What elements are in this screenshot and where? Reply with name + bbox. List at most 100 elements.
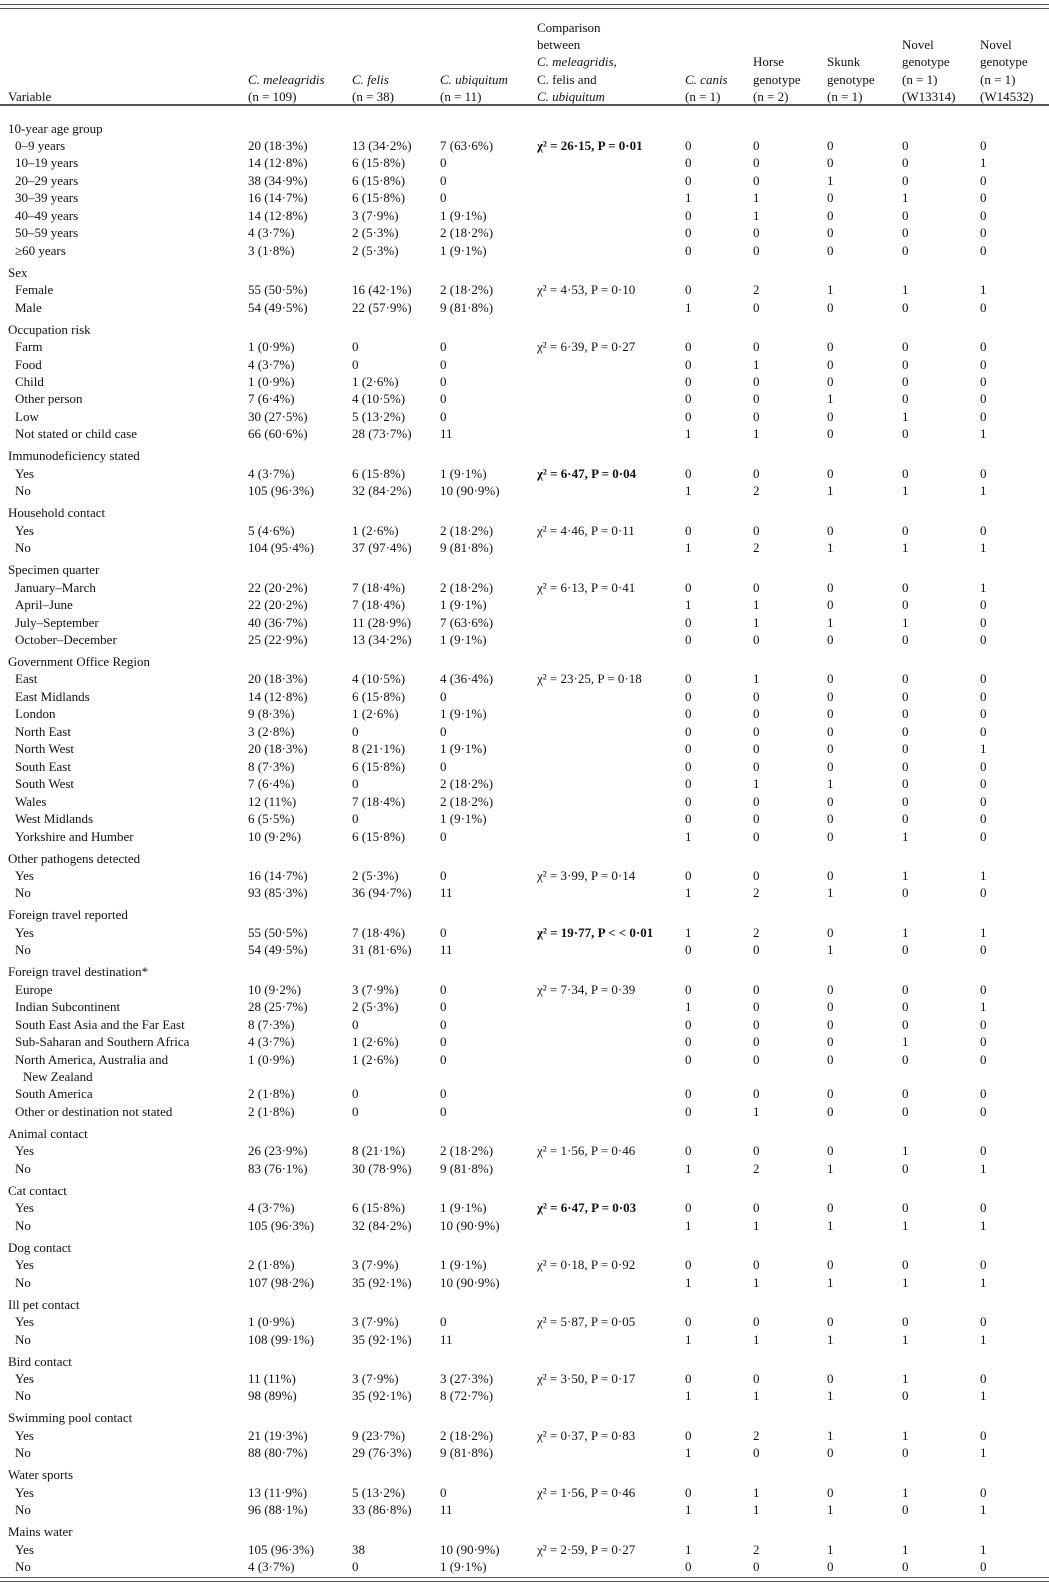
cell-novel-genotype-w14532: 0 [980, 758, 987, 774]
cell-comparison [537, 688, 685, 705]
table-row: April–June 22 (20·2%) 7 (18·4%) 1 (9·1%) 1 1 0… [0, 596, 1049, 613]
cell-c-meleagridis: 66 (60·6%) [248, 426, 308, 442]
group-header-row: Dog contact [0, 1234, 1049, 1256]
cell-c-ubiquitum: 8 (72·7%) [440, 1388, 494, 1404]
cell-novel-genotype-w13314: 1 [902, 540, 909, 556]
column-header-line: Novel [980, 37, 1012, 53]
cell-novel-genotype-w13314: 0 [902, 356, 909, 372]
cell-skunk-genotype: 0 [827, 688, 834, 704]
cell-c-meleagridis: 7 (6·4%) [248, 776, 295, 792]
table-row: Child 1 (0·9%) 1 (2·6%) 0 0 0 0 0 0 [0, 373, 1049, 390]
table-row: Female 55 (50·5%) 16 (42·1%) 2 (18·2%) χ² = … [0, 281, 1049, 298]
cell-c-felis: 28 (73·7%) [352, 426, 412, 442]
group-header-row: Foreign travel destination* [0, 959, 1049, 981]
cell-c-canis: 0 [685, 356, 692, 372]
cell-comparison [537, 1444, 685, 1461]
cell-c-canis: 1 [685, 540, 692, 556]
cell-c-felis: 2 (5·3%) [352, 999, 399, 1015]
cell-novel-genotype-w13314: 0 [902, 1257, 909, 1273]
group-title: Immunodeficiency stated [8, 448, 140, 464]
cell-novel-genotype-w13314: 0 [902, 155, 909, 171]
cell-c-canis: 0 [685, 811, 692, 827]
cell-c-meleagridis: 38 (34·9%) [248, 172, 308, 188]
cell-comparison [537, 998, 685, 1015]
cell-horse-genotype: 1 [753, 671, 760, 687]
group-header-row: Other pathogens detected [0, 845, 1049, 867]
group-header-row: Bird contact [0, 1348, 1049, 1370]
cell-skunk-genotype: 0 [827, 999, 834, 1015]
group-title: Mains water [8, 1524, 73, 1540]
cell-comparison: χ² = 4·46, P = 0·11 [537, 522, 635, 538]
cell-novel-genotype-w13314: 1 [902, 1217, 909, 1233]
cell-variable: 40–49 years [15, 207, 79, 223]
cell-c-felis: 3 (7·9%) [352, 1257, 399, 1273]
cell-c-felis: 1 (2·6%) [352, 706, 399, 722]
cell-c-canis: 0 [685, 242, 692, 258]
cell-novel-genotype-w13314: 0 [902, 1200, 909, 1216]
cell-novel-genotype-w14532: 0 [980, 1314, 987, 1330]
cell-novel-genotype-w14532: 0 [980, 1484, 987, 1500]
cell-c-meleagridis: 105 (96·3%) [248, 1217, 315, 1233]
cell-c-meleagridis: 26 (23·9%) [248, 1143, 308, 1159]
group-header-row: Household contact [0, 500, 1049, 522]
cell-novel-genotype-w13314: 0 [902, 942, 909, 958]
column-header-novel-genotype-w13314: Novel genotype (n = 1) (W13314) [902, 10, 980, 113]
cell-skunk-genotype: 0 [827, 793, 834, 809]
cell-c-felis: 13 (34·2%) [352, 138, 412, 153]
cell-c-ubiquitum: 1 (9·1%) [440, 1257, 487, 1273]
cell-skunk-genotype: 0 [827, 1086, 834, 1102]
table-row: South East 8 (7·3%) 6 (15·8%) 0 0 0 0 0 0 [0, 758, 1049, 775]
cell-skunk-genotype: 0 [827, 138, 834, 153]
cell-c-ubiquitum: 1 (9·1%) [440, 811, 487, 827]
cell-horse-genotype: 2 [753, 885, 760, 901]
cell-skunk-genotype: 0 [827, 299, 834, 315]
cell-skunk-genotype: 0 [827, 465, 834, 481]
cell-comparison: χ² = 6·47, P = 0·03 [537, 1200, 637, 1216]
cell-novel-genotype-w13314: 1 [902, 190, 909, 206]
cell-novel-genotype-w14532: 1 [980, 1274, 987, 1290]
cell-horse-genotype: 0 [753, 1445, 760, 1461]
cell-novel-genotype-w13314: 0 [902, 723, 909, 739]
cell-c-ubiquitum: 4 (36·4%) [440, 671, 494, 687]
cell-horse-genotype: 0 [753, 1143, 760, 1159]
cell-c-meleagridis: 9 (8·3%) [248, 706, 295, 722]
cell-c-ubiquitum: 11 [440, 1331, 453, 1347]
group-title: Ill pet contact [8, 1296, 80, 1312]
column-header-horse-genotype: Horse genotype (n = 2) [753, 10, 827, 113]
group-header-row: Government Office Region [0, 648, 1049, 670]
group-title: Bird contact [8, 1353, 72, 1369]
cell-comparison [537, 1103, 685, 1120]
column-header-c-ubiquitum: C. ubiquitum (n = 11) [440, 10, 537, 113]
cell-c-meleagridis: 2 (1·8%) [248, 1257, 295, 1273]
cell-horse-genotype: 1 [753, 1274, 760, 1290]
group-title: Government Office Region [8, 653, 150, 669]
cell-novel-genotype-w13314: 1 [902, 828, 909, 844]
cell-horse-genotype: 2 [753, 1427, 760, 1443]
cell-c-felis: 0 [352, 339, 359, 355]
cell-c-canis: 0 [685, 793, 692, 809]
cell-c-meleagridis: 4 (3·7%) [248, 1559, 295, 1575]
table-row: Yes 105 (96·3%) 38 10 (90·9%) χ² = 2·59, P =… [0, 1541, 1049, 1558]
cell-c-canis: 0 [685, 391, 692, 407]
cell-c-canis: 0 [685, 1371, 692, 1387]
cell-variable: Other person [15, 391, 83, 407]
cell-comparison: χ² = 6·47, P = 0·04 [537, 465, 637, 481]
cell-novel-genotype-w14532: 0 [980, 1427, 987, 1443]
cell-horse-genotype: 0 [753, 828, 760, 844]
cell-horse-genotype: 0 [753, 339, 760, 355]
cell-c-ubiquitum: 0 [440, 688, 447, 704]
cell-novel-genotype-w14532: 0 [980, 339, 987, 355]
cell-skunk-genotype: 1 [827, 942, 834, 958]
cell-novel-genotype-w13314: 1 [902, 1427, 909, 1443]
cell-novel-genotype-w14532: 1 [980, 426, 987, 442]
cell-c-meleagridis: 107 (98·2%) [248, 1274, 315, 1290]
cell-variable: East Midlands [15, 688, 90, 704]
cell-horse-genotype: 0 [753, 1257, 760, 1273]
cell-c-canis: 0 [685, 339, 692, 355]
group-header-row: Swimming pool contact [0, 1405, 1049, 1427]
cell-c-meleagridis: 54 (49·5%) [248, 299, 308, 315]
cell-variable: Male [15, 299, 42, 315]
cell-c-felis: 6 (15·8%) [352, 465, 406, 481]
cell-c-ubiquitum: 1 (9·1%) [440, 1200, 487, 1216]
column-header-line: genotype [902, 54, 950, 70]
